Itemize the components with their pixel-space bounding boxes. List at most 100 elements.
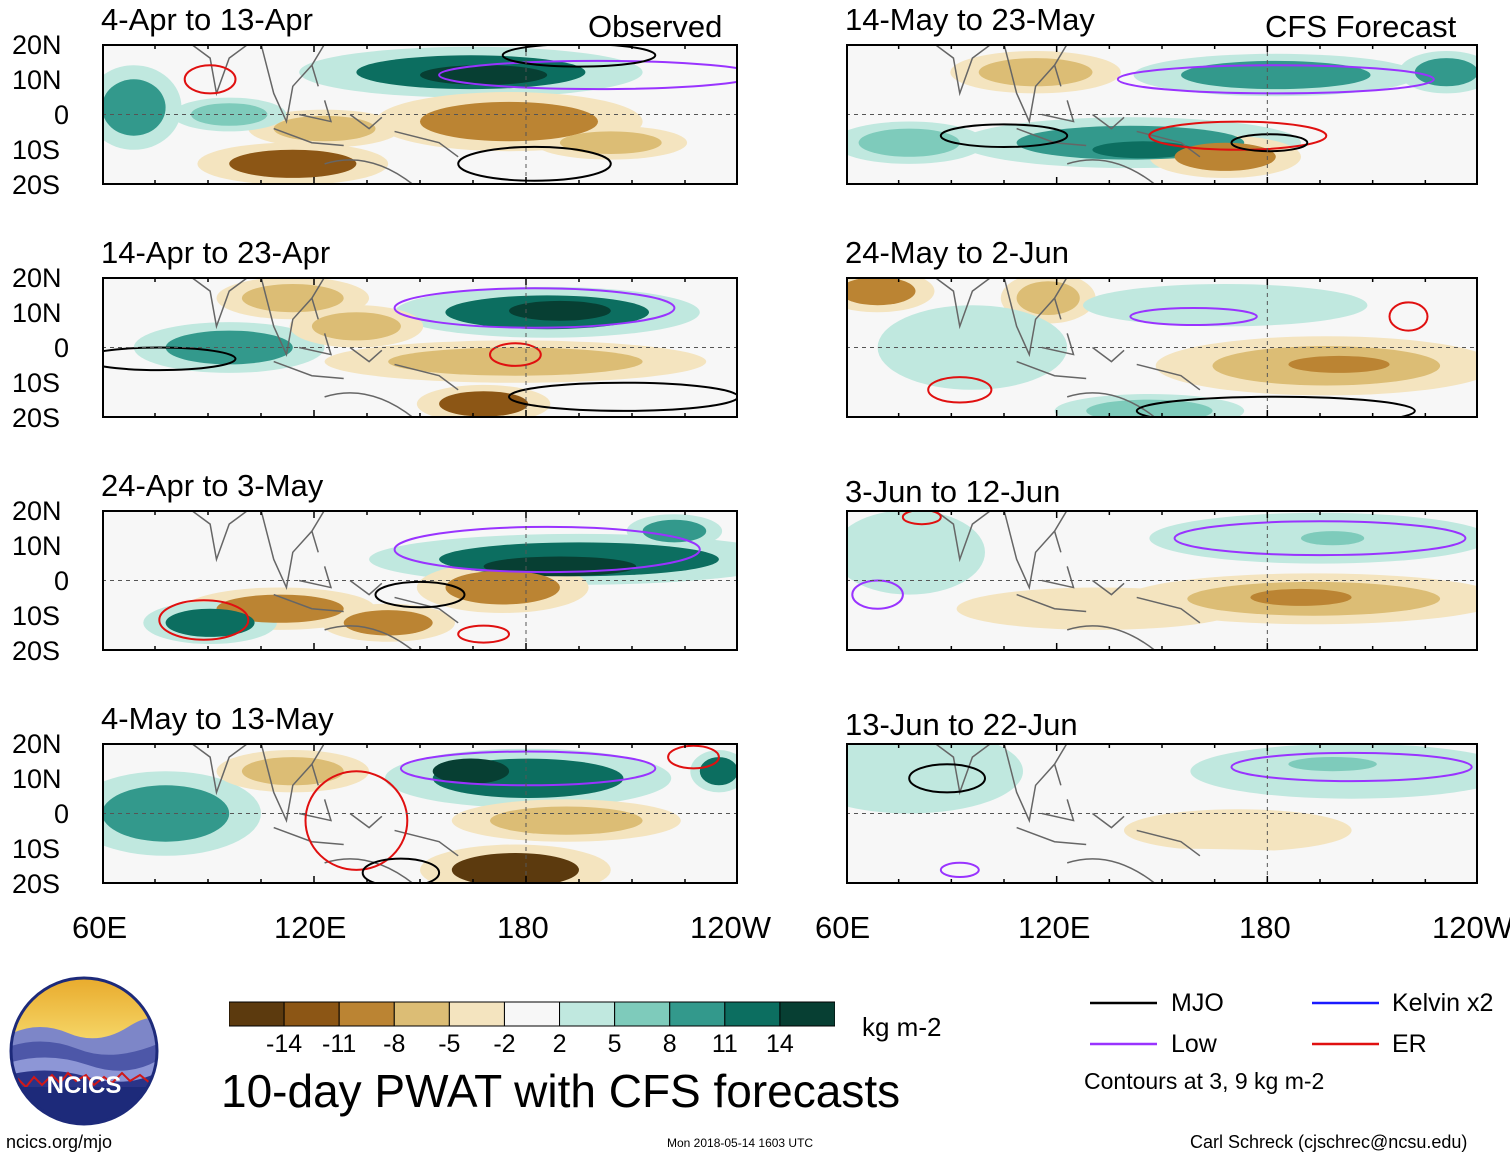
contour-line <box>304 770 409 871</box>
lat-label: 10N <box>12 531 62 561</box>
panel-title-fc-4: 13-Jun to 22-Jun <box>845 707 1078 742</box>
panel-frame <box>102 44 738 185</box>
colorbar-swatch <box>448 1001 505 1027</box>
anomaly-shading <box>241 757 344 786</box>
observed-label: Observed <box>588 9 723 44</box>
colorbar-tick-label: -5 <box>438 1030 461 1058</box>
anomaly-shading <box>1016 281 1080 315</box>
legend-label-mjo: MJO <box>1171 989 1224 1017</box>
lon-label: 180 <box>497 910 549 945</box>
colorbar-tick-label: -14 <box>266 1030 303 1058</box>
lon-label: 120E <box>1018 910 1091 945</box>
lat-label: 0 <box>54 799 70 829</box>
anomaly-shading <box>388 347 643 376</box>
anomaly-shading <box>1092 141 1194 159</box>
contour-line <box>1148 120 1328 151</box>
panel-title-fc-1: 14-May to 23-May <box>845 2 1095 37</box>
anomaly-shading <box>1162 816 1314 845</box>
colorbar-tick-label: 2 <box>552 1030 567 1058</box>
map-panel-obs-1 <box>102 44 738 185</box>
anomaly-shading <box>699 757 738 786</box>
colorbar-swatch <box>724 1001 781 1027</box>
lat-label: 20S <box>12 403 61 433</box>
forecast-label: CFS Forecast <box>1265 9 1457 44</box>
contour-line <box>1116 64 1435 95</box>
footer-url[interactable]: ncics.org/mjo <box>6 1132 113 1152</box>
panel-frame <box>846 510 1478 651</box>
anomaly-shading <box>1130 291 1320 320</box>
footer-credit: Carl Schreck (cjschrec@ncsu.edu) <box>1190 1132 1468 1152</box>
contour-line <box>851 579 904 610</box>
anomaly-shading <box>978 58 1093 87</box>
contour-line <box>908 763 986 794</box>
contour-line <box>1173 520 1467 557</box>
colorbar-tick-label: 11 <box>711 1030 738 1058</box>
lat-label: 0 <box>54 100 70 130</box>
anomaly-shading <box>229 149 357 178</box>
lat-label: 20N <box>12 263 62 293</box>
coastline <box>190 277 326 358</box>
contour-line <box>1230 751 1473 783</box>
colorbar-swatch <box>614 1001 671 1027</box>
anomaly-shading <box>439 391 529 417</box>
coastline <box>1016 530 1201 651</box>
anomaly-shading <box>1181 60 1371 90</box>
anomaly-shading <box>846 277 916 306</box>
lon-label: 120E <box>274 910 347 945</box>
lat-label: 0 <box>54 333 70 363</box>
anomaly-shading <box>1086 399 1213 418</box>
anomaly-shading <box>451 853 579 884</box>
coastline <box>190 510 326 591</box>
colorbar-tick-label: -8 <box>383 1030 406 1058</box>
panel-title-fc-3: 3-Jun to 12-Jun <box>845 474 1061 509</box>
footer-timestamp: Mon 2018-05-14 1603 UTC <box>667 1136 814 1150</box>
anomaly-shading <box>559 131 662 154</box>
anomaly-shading <box>1414 58 1478 87</box>
contour-line <box>183 64 237 95</box>
lat-label: 10S <box>12 834 61 864</box>
colorbar <box>229 1001 835 1027</box>
anomaly-shading <box>1288 355 1390 373</box>
colorbar-tick-label: -2 <box>493 1030 516 1058</box>
lon-label: 120W <box>1432 912 1510 943</box>
legend-label-low: Low <box>1171 1030 1217 1058</box>
map-panel-fc-1 <box>846 44 1478 185</box>
lat-label: 10N <box>12 298 62 328</box>
ncics-logo: NCICS <box>9 976 159 1126</box>
panel-title-obs-1: 4-Apr to 13-Apr <box>101 2 313 37</box>
contour-line <box>374 580 466 609</box>
lat-label: 10S <box>12 601 61 631</box>
contour-line <box>939 123 1069 148</box>
anomaly-shading <box>102 79 166 136</box>
panel-frame <box>846 277 1478 418</box>
lat-label: 10N <box>12 65 62 95</box>
anomaly-shading <box>909 319 1036 376</box>
panel-frame <box>102 277 738 418</box>
contour-line <box>901 510 942 526</box>
colorbar-swatch <box>338 1001 395 1027</box>
legend-swatches <box>1090 1001 1379 1046</box>
anomaly-shading <box>445 570 560 605</box>
anomaly-shading <box>432 758 510 784</box>
panel-title-obs-2: 14-Apr to 23-Apr <box>101 235 331 270</box>
anomaly-shading <box>858 128 960 157</box>
legend-label-er: ER <box>1392 1030 1427 1058</box>
anomaly-shading <box>1301 531 1365 546</box>
contour-line <box>158 599 250 641</box>
colorbar-swatch <box>229 1001 285 1027</box>
lat-label: 20S <box>12 869 61 899</box>
map-panel-obs-4 <box>102 743 738 884</box>
lon-label: 60E <box>72 910 128 945</box>
map-panel-fc-2 <box>846 277 1478 418</box>
lat-label: 20N <box>12 729 62 759</box>
coastline <box>273 530 459 651</box>
coastline <box>1016 763 1201 884</box>
anomaly-shading <box>241 284 344 313</box>
map-panel-fc-4 <box>846 743 1478 884</box>
contour-line <box>393 287 676 329</box>
contour-line <box>508 381 738 412</box>
lat-label: 20N <box>12 30 62 60</box>
figure-title: 10-day PWAT with CFS forecasts <box>221 1065 901 1117</box>
colorbar-tick-label: 14 <box>766 1030 794 1058</box>
logo-text: NCICS <box>47 1072 122 1099</box>
